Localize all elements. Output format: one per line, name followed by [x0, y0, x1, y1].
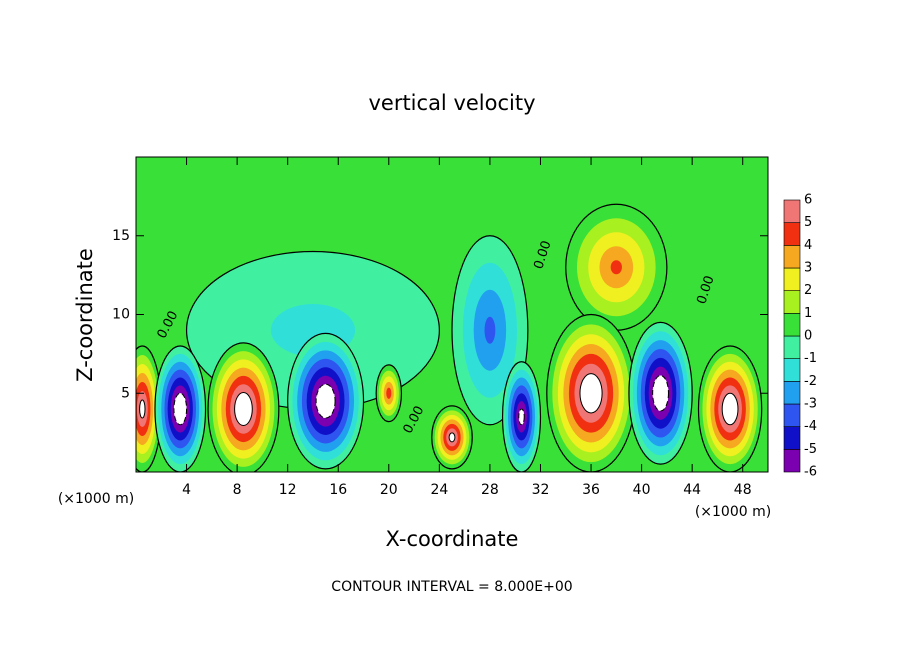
colorbar-swatch	[783, 267, 801, 291]
x-tick-label: 24	[430, 482, 448, 498]
colorbar-swatch	[783, 199, 801, 223]
colorbar-label: 4	[804, 238, 812, 253]
colorbar-label: -4	[804, 419, 817, 434]
colorbar-label: -6	[804, 465, 817, 480]
x-tick-label: 44	[683, 482, 701, 498]
field-extreme	[315, 383, 336, 419]
field	[136, 157, 768, 472]
colorbar-label: 2	[804, 283, 812, 298]
x-tick-label: 8	[233, 482, 242, 498]
colorbar-swatch	[783, 245, 801, 269]
field-extreme	[721, 392, 739, 426]
field-extreme	[139, 399, 146, 419]
colorbar-label: -1	[804, 351, 817, 366]
colorbar-swatch	[783, 313, 801, 337]
field-level	[386, 387, 392, 399]
x-unit: (×1000 m)	[695, 504, 771, 520]
y-tick-label: 15	[112, 228, 130, 244]
y-axis-label: Z-coordinate	[73, 248, 97, 382]
field-level	[610, 260, 622, 275]
y-tick-label: 10	[112, 307, 130, 323]
chart-title: vertical velocity	[368, 91, 535, 115]
field-level	[484, 316, 496, 344]
colorbar-swatch	[783, 222, 801, 246]
colorbar-label: -5	[804, 442, 817, 457]
field-extreme	[652, 375, 669, 412]
field-extreme	[518, 408, 525, 426]
colorbar-label: 3	[804, 261, 812, 276]
x-unit: (×1000 m)	[58, 491, 134, 507]
x-tick-label: 28	[481, 482, 499, 498]
colorbar-swatch	[783, 358, 801, 382]
colorbar-label: -3	[804, 397, 817, 412]
y-tick-label: 5	[121, 385, 130, 401]
field-extreme	[448, 432, 456, 443]
x-tick-label: 32	[532, 482, 550, 498]
x-tick-label: 16	[329, 482, 347, 498]
field-extreme	[234, 391, 253, 427]
field-extreme	[579, 373, 603, 414]
x-tick-label: 36	[582, 482, 600, 498]
overlay: 4 8 12 16 20 24 28 32 36 40 44 48510150.000.000.000…	[112, 156, 817, 498]
x-tick-label: 12	[279, 482, 297, 498]
colorbar-swatch	[783, 403, 801, 427]
colorbar-label: -2	[804, 374, 817, 389]
field-extreme	[173, 392, 188, 426]
x-tick-label: 4	[182, 482, 191, 498]
colorbar-swatch	[783, 449, 801, 473]
x-tick-label: 40	[633, 482, 651, 498]
colorbar-label: 1	[804, 306, 812, 321]
colorbar-label: 5	[804, 215, 812, 230]
colorbar-label: 6	[804, 193, 812, 208]
x-axis-label: X-coordinate	[386, 527, 519, 551]
x-tick-label: 48	[734, 482, 752, 498]
colorbar-swatch	[783, 290, 801, 314]
colorbar-swatch	[783, 335, 801, 359]
colorbar-swatch	[783, 426, 801, 450]
colorbar-swatch	[783, 381, 801, 405]
footer-note: CONTOUR INTERVAL = 8.000E+00	[331, 579, 572, 595]
colorbar-label: 0	[804, 329, 812, 344]
x-tick-label: 20	[380, 482, 398, 498]
